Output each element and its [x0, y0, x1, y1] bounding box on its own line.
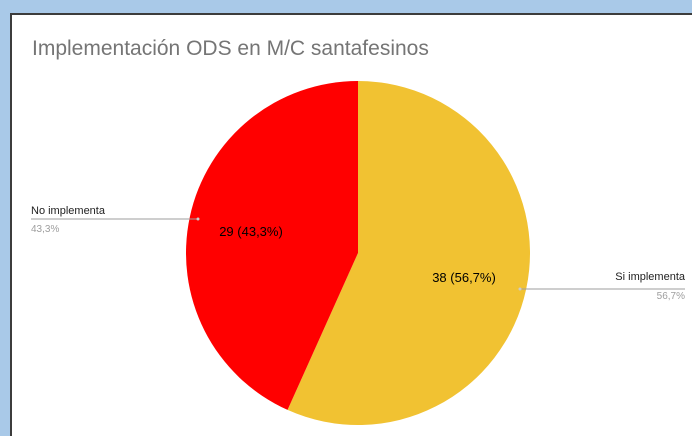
pie-chart: 38 (56,7%) 29 (43,3%) No implementa 43,3…: [31, 81, 686, 425]
callout-percent-si-implementa: 56,7%: [657, 291, 685, 302]
chart-title: Implementación ODS en M/C santafesinos: [32, 37, 429, 60]
pie-slice-no-implementa: [186, 81, 358, 410]
chart-panel: Implementación ODS en M/C santafesinos 3…: [10, 13, 692, 436]
callout-name-no-implementa: No implementa: [31, 205, 106, 217]
callout-name-si-implementa: Si implementa: [615, 271, 686, 283]
leader-line-no-implementa-anchor: [196, 217, 200, 221]
leader-line-si-implementa-anchor: [518, 287, 522, 291]
callout-percent-no-implementa: 43,3%: [31, 224, 59, 235]
pie-slice-si-implementa: [287, 81, 531, 425]
slice-label-si-implementa: 38 (56,7%): [432, 270, 496, 285]
slice-label-no-implementa: 29 (43,3%): [219, 224, 283, 239]
